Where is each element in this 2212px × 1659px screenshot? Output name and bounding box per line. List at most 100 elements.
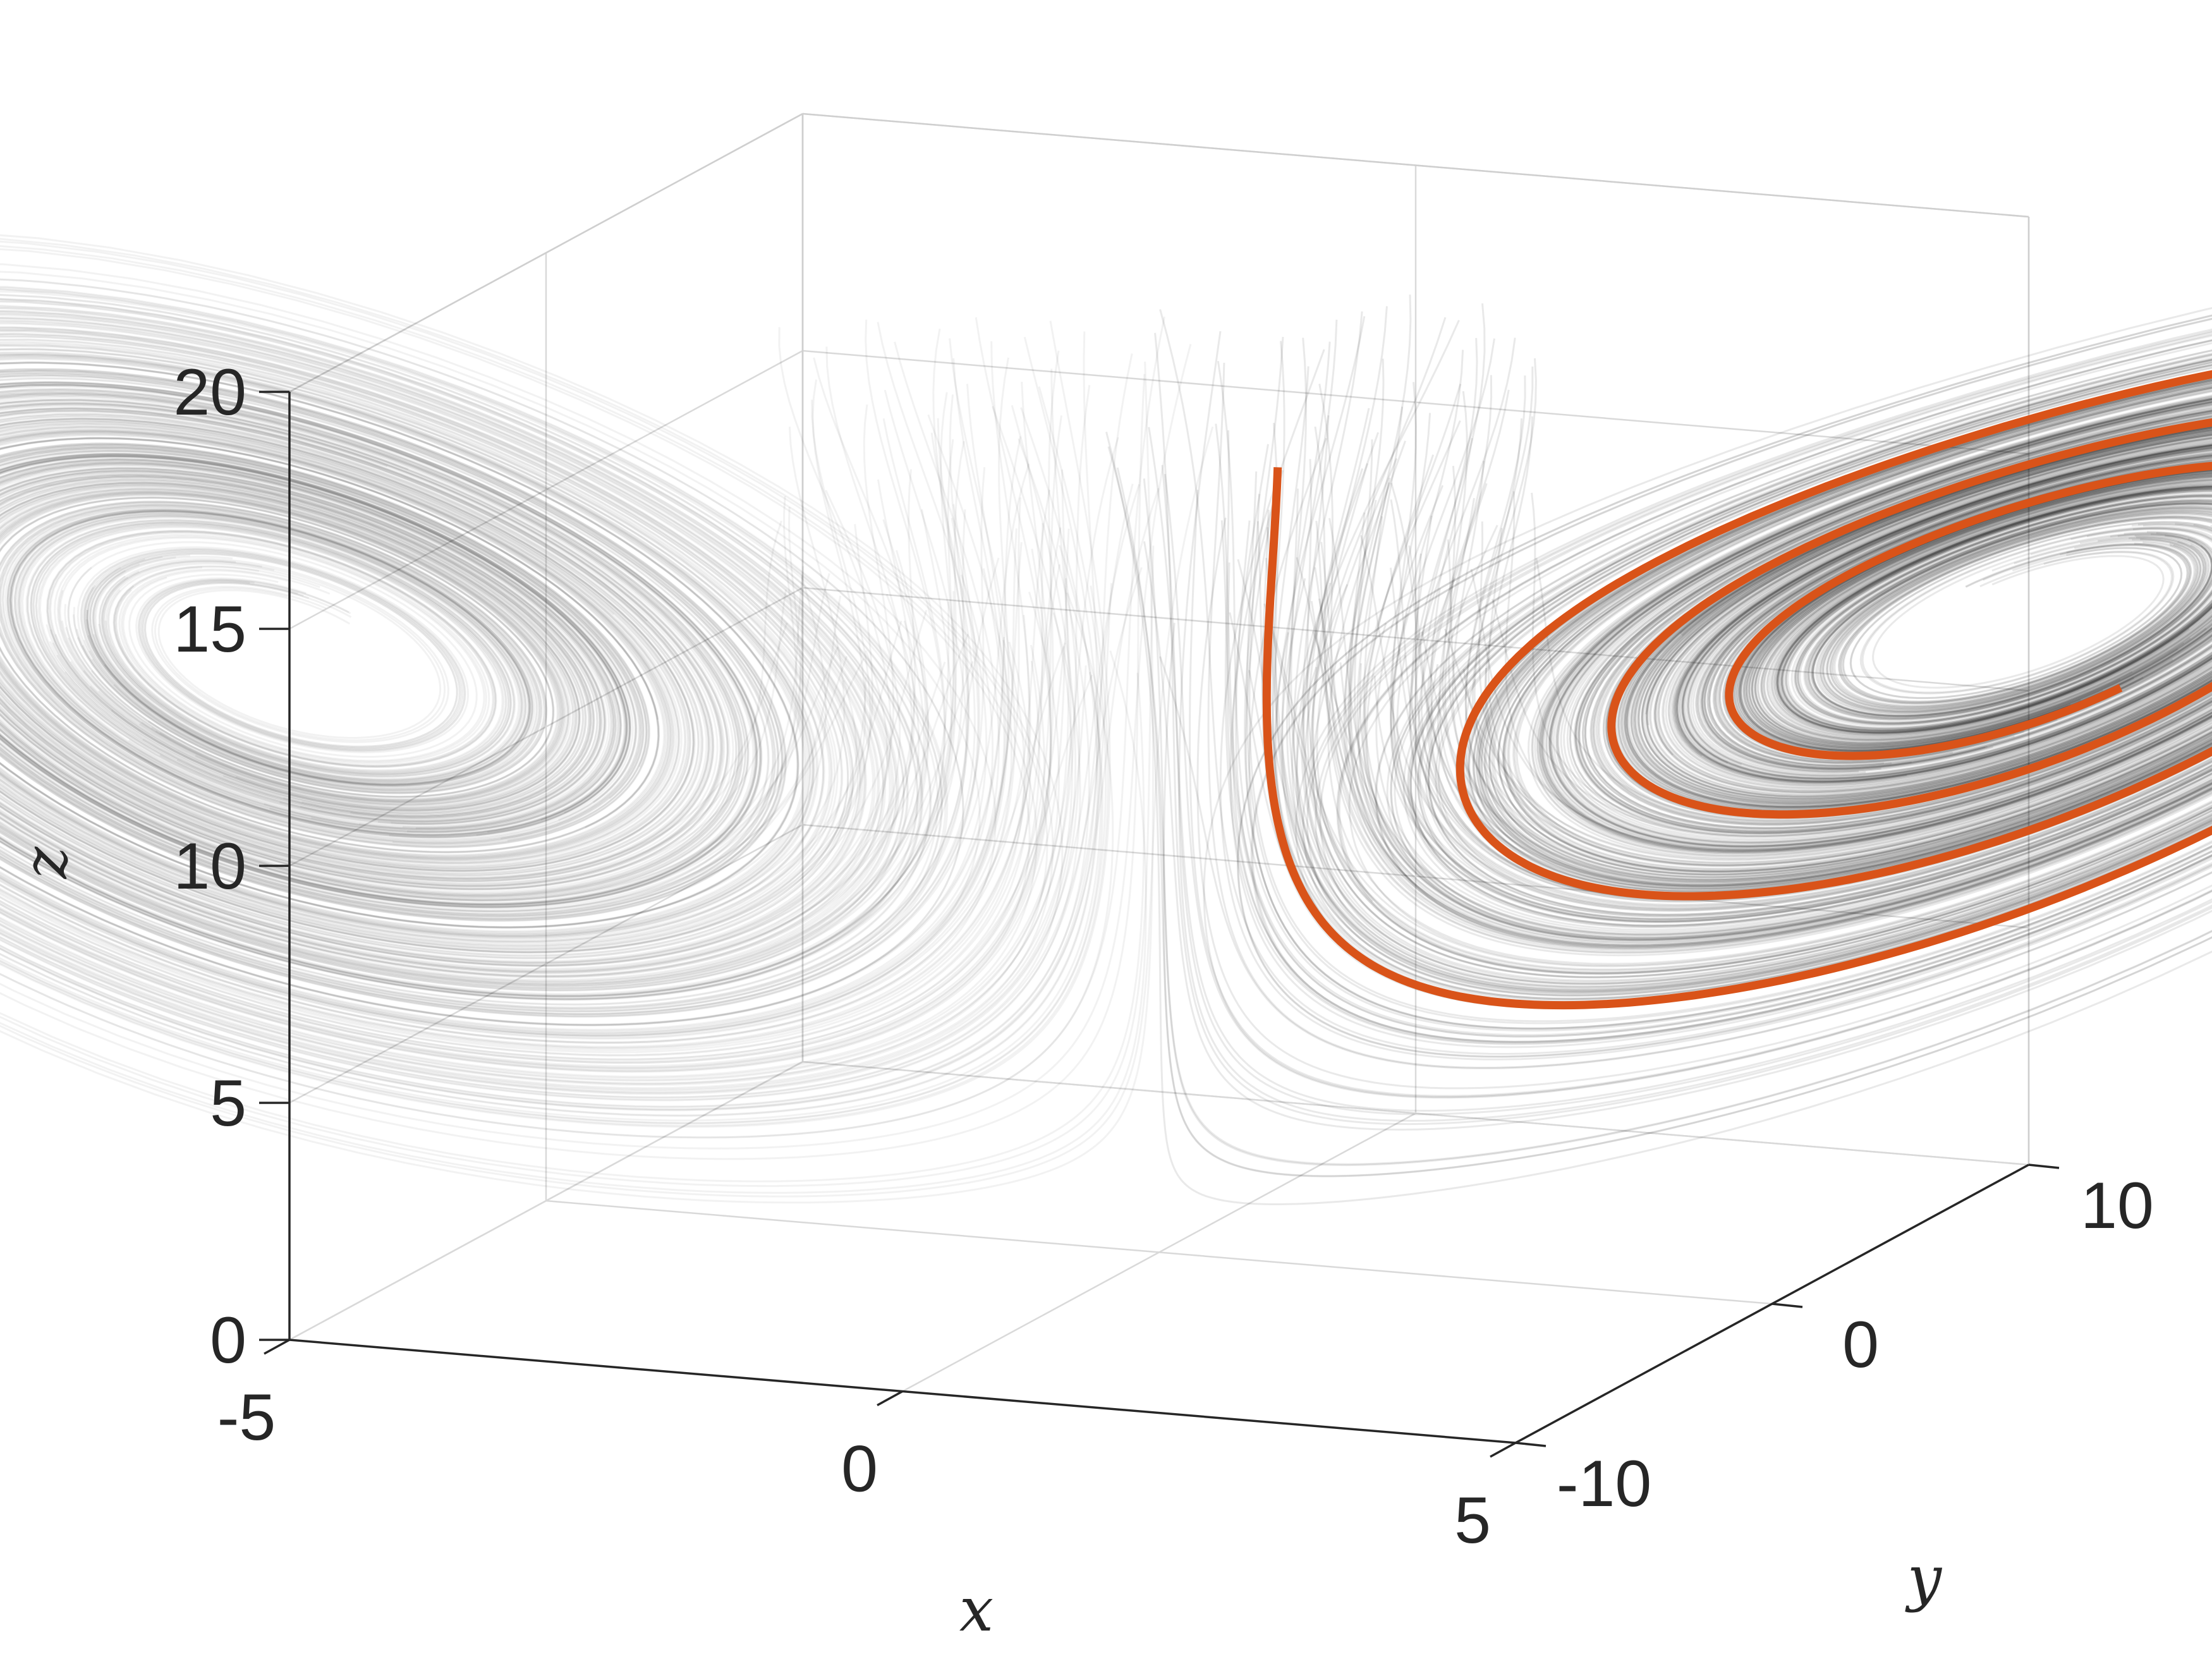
ensemble-trajectory: [1348, 398, 2212, 948]
ensemble-trajectory: [0, 322, 988, 1026]
ensemble-trajectory: [1347, 358, 2212, 947]
ensemble-trajectory: [0, 298, 1113, 1112]
z-axis-label: z: [10, 846, 81, 879]
ensemble-trajectory: [1266, 379, 2212, 992]
ensemble-trajectory: [1365, 401, 2212, 940]
ensemble-trajectory: [0, 328, 1052, 1071]
ensemble-trajectory: [1310, 397, 2212, 951]
ensemble-trajectory: [0, 310, 1077, 1093]
ensemble-trajectory: [1452, 428, 2212, 883]
ensemble-trajectory: [1244, 364, 2212, 1030]
ensemble-trajectory: [0, 446, 842, 917]
ensemble-trajectory: [0, 388, 950, 992]
ensemble-trajectory: [0, 288, 1103, 1124]
ensemble-trajectory: [1215, 362, 2212, 1036]
ensemble-trajectory: [0, 402, 901, 973]
ensemble-trajectory: [0, 368, 979, 1018]
ensemble-trajectory: [0, 314, 1087, 1090]
ensemble-trajectory: [0, 374, 969, 1009]
ensemble-trajectory: [1302, 385, 2212, 978]
ensemble-trajectory: [1531, 453, 2212, 836]
ensemble-trajectory: [1414, 337, 2212, 907]
ensemble-trajectory: [0, 328, 970, 1011]
highlighted-trajectory-line: [1262, 370, 2212, 1010]
z-tick-label: 10: [173, 830, 246, 903]
ensemble-trajectory: [1315, 395, 2212, 954]
ensemble-trajectory: [1189, 339, 2212, 1097]
ensemble-trajectory: [1178, 331, 2212, 1122]
ensemble-trajectory: [0, 344, 1062, 1050]
ensemble-trajectory: [0, 407, 946, 967]
ensemble-trajectory: [0, 456, 830, 905]
ensemble-trajectory: [1409, 337, 2212, 912]
ensemble-trajectory: [1285, 319, 2212, 993]
ensemble-trajectory: [1390, 409, 2212, 923]
ensemble-trajectory: [0, 382, 957, 1000]
x-tick-label: 0: [841, 1433, 878, 1506]
ensemble-trajectory: [0, 317, 1052, 1072]
ensemble-trajectory: [0, 353, 1007, 1036]
box-edge: [802, 112, 2029, 218]
ensemble-trajectory: [0, 471, 782, 885]
ensemble-trajectory: [0, 449, 848, 913]
ensemble-trajectory: [1443, 440, 2212, 861]
ensemble-trajectory: [1267, 388, 2212, 971]
ensemble-trajectory: [0, 317, 1072, 1085]
ensemble-trajectory: [0, 240, 1147, 1194]
y-tick-label: 10: [2081, 1169, 2154, 1243]
ensemble-trajectory: [0, 357, 930, 990]
ensemble-trajectory: [1159, 349, 2212, 1069]
ensemble-trajectory: [1306, 387, 2212, 971]
ensemble-trajectory: [0, 234, 1154, 1204]
ensemble-trajectory: [1148, 334, 2212, 1112]
ensemble-trajectory: [0, 384, 955, 997]
ensemble-trajectory: [0, 278, 1114, 1139]
ensemble-trajectory: [0, 381, 953, 1000]
ensemble-trajectory: [1375, 404, 2212, 933]
ensemble-trajectory: [1473, 418, 2212, 872]
ensemble-trajectory: [1263, 389, 2212, 968]
ensemble-trajectory: [0, 348, 1051, 1045]
ensemble-trajectory: [0, 294, 1099, 1117]
ensemble-trajectory: [0, 310, 1081, 1095]
ensemble-trajectory: [1316, 386, 2212, 974]
ensemble-trajectory: [0, 245, 1155, 1188]
ensemble-trajectory: [0, 338, 1016, 1043]
ensemble-trajectory: [1478, 438, 2212, 864]
trajectory-ensemble: [0, 234, 2212, 1205]
x-tick-mark: [264, 1339, 290, 1355]
ensemble-trajectory: [0, 238, 1214, 1198]
ensemble-trajectory: [1304, 382, 2212, 985]
ensemble-trajectory: [1312, 386, 2212, 975]
ensemble-trajectory: [0, 391, 930, 988]
x-tick-mark: [1490, 1442, 1516, 1458]
ensemble-trajectory: [1162, 314, 2212, 1177]
ensemble-trajectory: [0, 418, 928, 954]
ensemble-trajectory: [0, 335, 1031, 1060]
ensemble-trajectory: [0, 325, 1070, 1073]
ensemble-trajectory: [1411, 417, 2212, 906]
ensemble-trajectory: [1161, 333, 2212, 1115]
ensemble-trajectory: [0, 453, 798, 908]
ensemble-trajectory: [1296, 399, 2212, 946]
ensemble-trajectory: [1224, 358, 2212, 1045]
ensemble-trajectory: [1235, 361, 2212, 1038]
ensemble-trajectory: [0, 392, 927, 987]
ensemble-trajectory: [1159, 309, 2212, 1055]
ensemble-trajectory: [1287, 337, 2212, 988]
ensemble-trajectory: [0, 355, 1010, 1035]
ensemble-trajectory: [0, 346, 913, 978]
ensemble-trajectory: [0, 427, 846, 939]
ensemble-trajectory: [1421, 428, 2212, 882]
ensemble-trajectory: [1217, 361, 2212, 1032]
y-tick-label: 0: [1842, 1308, 1879, 1382]
ensemble-trajectory: [0, 329, 1052, 1069]
ensemble-trajectory: [0, 451, 802, 910]
ensemble-trajectory: [1310, 317, 2212, 979]
ensemble-trajectory: [1220, 361, 2212, 1038]
ensemble-trajectory: [1373, 409, 2212, 923]
ensemble-trajectory: [0, 351, 1066, 1040]
ensemble-trajectory: [1328, 403, 2212, 936]
